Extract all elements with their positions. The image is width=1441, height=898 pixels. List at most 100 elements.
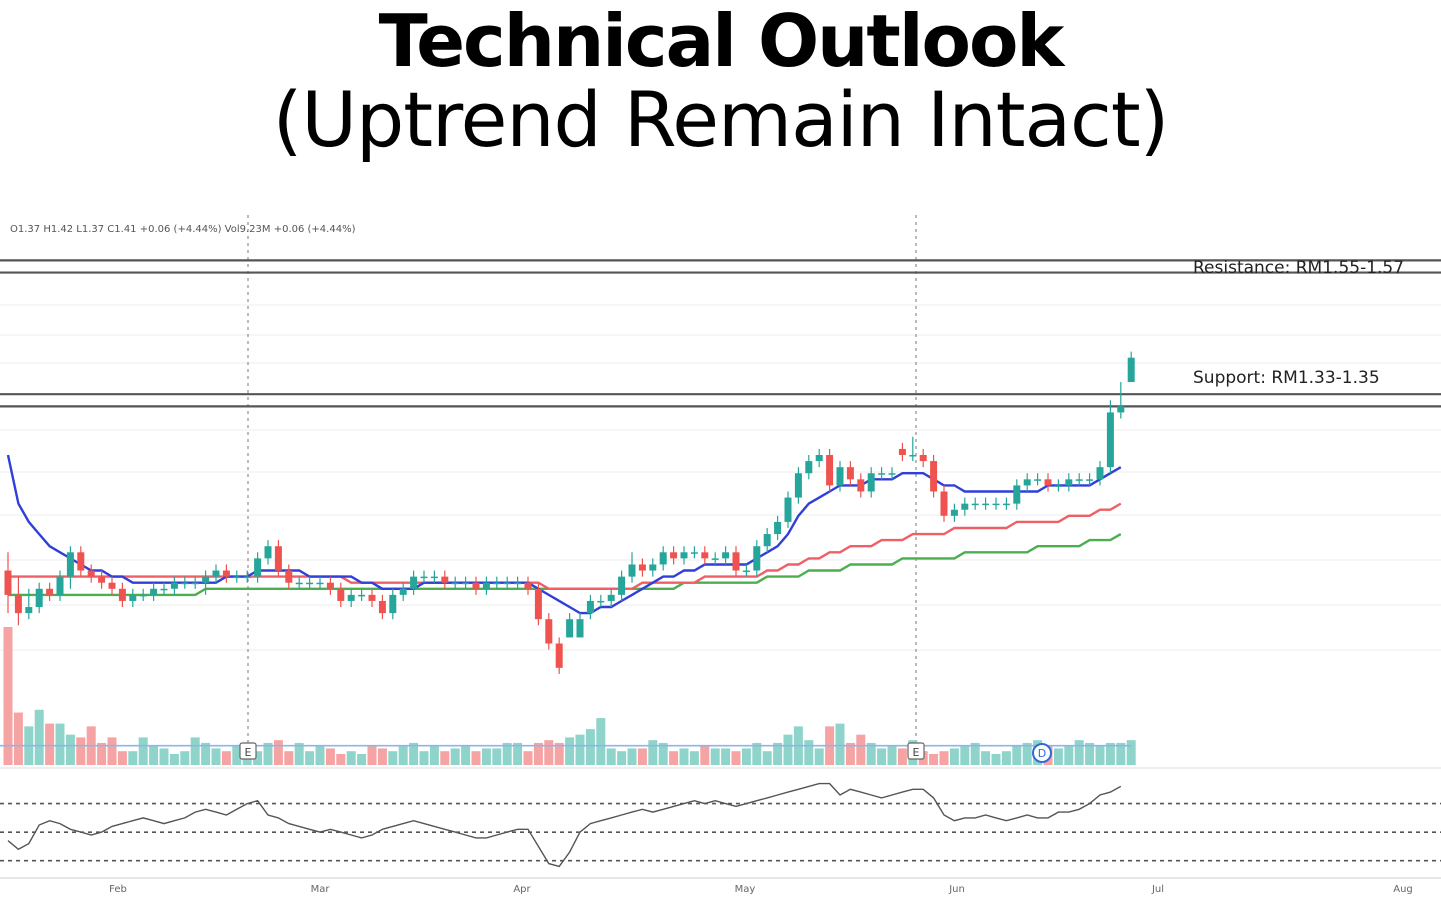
candle-body xyxy=(1054,485,1062,487)
earnings-marker xyxy=(907,742,925,760)
candle-body xyxy=(150,588,158,595)
candle-body xyxy=(462,582,470,585)
candle-body xyxy=(836,467,844,486)
volume-bar xyxy=(471,751,481,765)
support-resistance-lines xyxy=(0,259,1441,408)
candle-body xyxy=(930,461,938,492)
volume-bar xyxy=(1126,740,1136,765)
volume-bar xyxy=(565,737,575,765)
candle-body xyxy=(170,582,178,589)
candle-body xyxy=(784,497,792,522)
volume-bar xyxy=(575,734,585,765)
candle-body xyxy=(607,594,615,601)
candle-body xyxy=(482,582,490,589)
candle-body xyxy=(867,473,875,492)
volume-bar xyxy=(294,742,304,765)
volume-bar xyxy=(887,745,897,765)
volume-bar xyxy=(232,745,242,765)
x-tick-label: Feb xyxy=(109,884,127,895)
candle-body xyxy=(638,564,646,571)
candle-body xyxy=(534,588,542,620)
volume-bar xyxy=(710,748,720,765)
candle-body xyxy=(46,588,54,595)
volume-bar xyxy=(1012,745,1022,765)
price-chart: O1.37 H1.42 L1.37 C1.41 +0.06 (+4.44%) V… xyxy=(0,215,1441,895)
candle-body xyxy=(410,576,418,589)
candle-body xyxy=(898,448,906,455)
page-title: Technical Outlook xyxy=(378,0,1065,83)
volume-bar xyxy=(107,737,117,765)
volume-bar xyxy=(991,753,1001,765)
x-tick-label: Aug xyxy=(1393,884,1413,895)
support-label: Support: RM1.33-1.35 xyxy=(1193,368,1380,388)
candle-body xyxy=(514,582,522,585)
volume-bar xyxy=(346,751,356,765)
candle-body xyxy=(399,588,407,595)
candle-body xyxy=(940,491,948,516)
volume-bar xyxy=(637,748,647,765)
candle-body xyxy=(566,619,574,638)
volume-bar xyxy=(201,742,211,765)
candle-body xyxy=(66,552,74,577)
volume-bar xyxy=(669,751,679,765)
volume-bar xyxy=(814,748,824,765)
candle-body xyxy=(295,582,303,585)
candle-body xyxy=(316,582,324,585)
candle-body xyxy=(181,582,189,585)
dividend-marker xyxy=(1032,743,1052,763)
volume-bar xyxy=(284,751,294,765)
candle-body xyxy=(56,576,64,595)
volume-bar xyxy=(658,742,668,765)
earnings-marker-label: E xyxy=(245,746,252,759)
volume-bar xyxy=(1001,751,1011,765)
candle-body xyxy=(815,455,823,462)
candle-body xyxy=(233,576,241,579)
candle-body xyxy=(358,594,366,597)
candle-body xyxy=(274,546,282,571)
volume-bar xyxy=(502,742,512,765)
candle-body xyxy=(555,643,563,668)
candle-body xyxy=(264,546,272,559)
moving-average-mid-line xyxy=(8,502,1122,590)
candle-body xyxy=(420,576,428,579)
volume-bar xyxy=(325,748,335,765)
volume-bar xyxy=(949,748,959,765)
candle-body xyxy=(576,619,584,638)
volume-bar xyxy=(1095,745,1105,765)
volume-bar xyxy=(377,748,387,765)
volume-bar xyxy=(45,723,55,765)
candle-body xyxy=(659,552,667,565)
volume-bars xyxy=(0,627,1136,765)
candle-body xyxy=(212,570,220,577)
volume-bar xyxy=(585,729,595,765)
volume-bar xyxy=(731,751,741,765)
volume-bar xyxy=(627,748,637,765)
volume-bar xyxy=(1085,742,1095,765)
candle-body xyxy=(108,582,116,589)
candle-body xyxy=(982,503,990,506)
candle-body xyxy=(950,509,958,516)
candle-body xyxy=(826,455,834,486)
volume-bar xyxy=(159,748,169,765)
volume-bar xyxy=(76,737,86,765)
candle-body xyxy=(254,558,262,577)
volume-bar xyxy=(419,751,429,765)
candle-body xyxy=(1002,503,1010,506)
candle-body xyxy=(732,552,740,571)
volume-bar xyxy=(523,751,533,765)
volume-bar xyxy=(617,751,627,765)
candle-body xyxy=(25,607,33,614)
volume-bar xyxy=(877,748,887,765)
candle-body xyxy=(524,582,532,589)
volume-bar xyxy=(367,745,377,765)
candle-body xyxy=(961,503,969,510)
volume-bar xyxy=(544,740,554,765)
chart-grid xyxy=(0,215,1441,760)
x-tick-label: Jul xyxy=(1151,884,1164,895)
candlesticks xyxy=(4,351,1135,674)
volume-bar xyxy=(783,734,793,765)
volume-bar xyxy=(679,748,689,765)
volume-bar xyxy=(960,745,970,765)
x-axis: Feb Mar Apr May Jun Jul Aug xyxy=(109,884,1413,895)
x-tick-label: Mar xyxy=(311,884,331,895)
